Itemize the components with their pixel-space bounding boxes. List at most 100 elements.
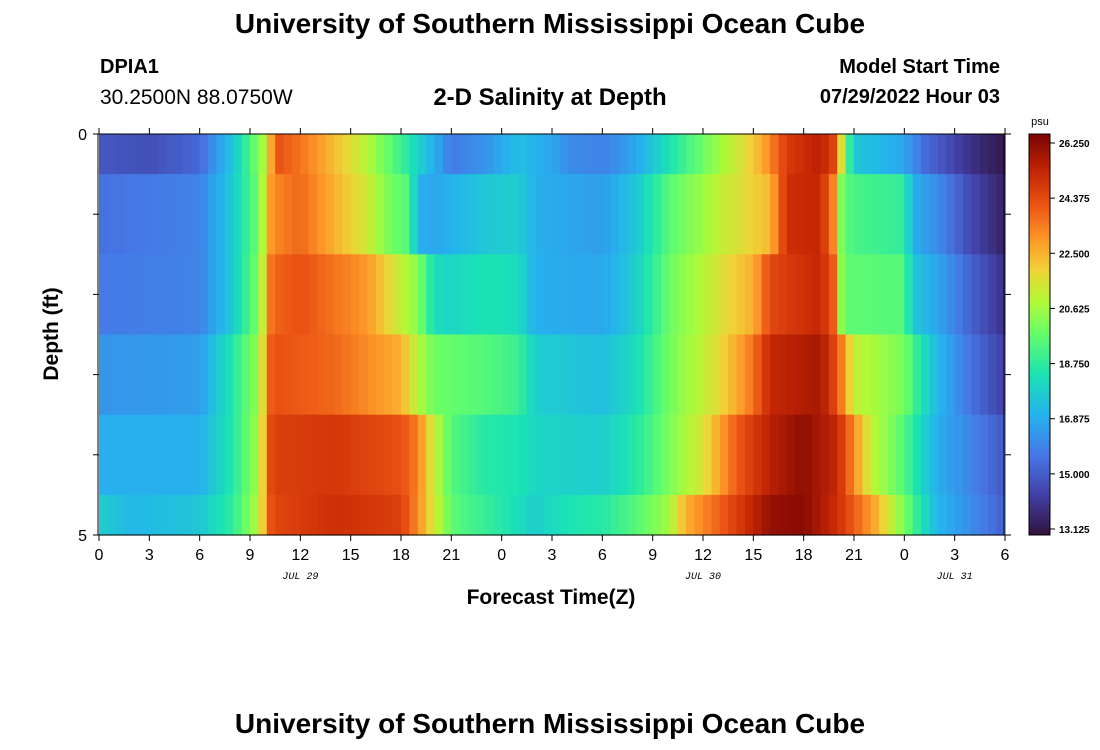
- heatmap-cell: [635, 134, 645, 175]
- heatmap-cell: [812, 174, 822, 255]
- heatmap-cell: [367, 254, 377, 336]
- heatmap-cell: [619, 414, 629, 496]
- heatmap-cell: [988, 414, 998, 496]
- heatmap-cell: [812, 134, 822, 175]
- heatmap-cell: [661, 494, 671, 536]
- heatmap-cell: [560, 134, 570, 175]
- heatmap-cell: [208, 494, 218, 536]
- heatmap-cell: [560, 494, 570, 536]
- heatmap-cell: [434, 414, 444, 496]
- heatmap-cell: [770, 174, 780, 255]
- heatmap-cell: [954, 254, 964, 336]
- heatmap-cell: [199, 494, 209, 536]
- heatmap-cell: [795, 174, 805, 255]
- heatmap-cell: [946, 334, 956, 416]
- heatmap-cell: [191, 174, 201, 255]
- colorbar-tick-label: 15.000: [1059, 470, 1090, 481]
- heatmap-cell: [803, 134, 813, 175]
- heatmap-cell: [879, 134, 889, 175]
- heatmap-cell: [677, 414, 687, 496]
- heatmap-cell: [308, 174, 318, 255]
- heatmap-cell: [971, 334, 981, 416]
- heatmap-cell: [753, 134, 763, 175]
- heatmap-cell: [149, 134, 159, 175]
- heatmap-cell: [367, 134, 377, 175]
- heatmap-cell: [912, 494, 922, 536]
- heatmap-cell: [350, 254, 360, 336]
- heatmap-cell: [862, 134, 872, 175]
- heatmap-cell: [182, 254, 192, 336]
- heatmap-cell: [560, 254, 570, 336]
- heatmap-cell: [744, 134, 754, 175]
- heatmap-cell: [476, 334, 486, 416]
- heatmap-cell: [518, 254, 528, 336]
- heatmap-cell: [669, 334, 679, 416]
- heatmap-cell: [837, 254, 847, 336]
- heatmap-cell: [761, 414, 771, 496]
- heatmap-cell: [325, 134, 335, 175]
- heatmap-cell: [837, 494, 847, 536]
- heatmap-cell: [812, 334, 822, 416]
- heatmap-cell: [409, 254, 419, 336]
- heatmap-cell: [610, 414, 620, 496]
- heatmap-cell: [510, 334, 520, 416]
- heatmap-cell: [182, 414, 192, 496]
- heatmap-cell: [828, 494, 838, 536]
- heatmap-cell: [132, 174, 142, 255]
- heatmap-cell: [484, 494, 494, 536]
- heatmap-cell: [879, 334, 889, 416]
- heatmap-cell: [979, 174, 989, 255]
- heatmap-cell: [786, 254, 796, 336]
- heatmap-cell: [778, 134, 788, 175]
- heatmap-cell: [250, 334, 259, 416]
- heatmap-cell: [904, 134, 914, 175]
- heatmap-cell: [468, 254, 478, 336]
- heatmap-cell: [895, 174, 905, 255]
- heatmap-cell: [644, 334, 654, 416]
- heatmap-cell: [124, 334, 134, 416]
- heatmap-cell: [275, 254, 285, 336]
- heatmap-cell: [744, 174, 754, 255]
- heatmap-cell: [635, 174, 645, 255]
- heatmap-cell: [342, 334, 352, 416]
- heatmap-cell: [778, 334, 788, 416]
- heatmap-cell: [375, 134, 385, 175]
- heatmap-cell: [736, 254, 746, 336]
- x-tick-label: 18: [795, 547, 813, 564]
- heatmap-cell: [703, 414, 712, 496]
- heatmap-cell: [652, 334, 662, 416]
- heatmap-cell: [350, 334, 360, 416]
- heatmap-cell: [828, 334, 838, 416]
- heatmap-cell: [132, 414, 142, 496]
- heatmap-cell: [266, 134, 276, 175]
- heatmap-cell: [568, 494, 578, 536]
- heatmap-cell: [325, 494, 335, 536]
- heatmap-cell: [325, 174, 335, 255]
- heatmap-cell: [770, 254, 780, 336]
- heatmap-cell: [963, 494, 973, 536]
- x-tick-label: 0: [95, 547, 104, 564]
- heatmap-cell: [241, 414, 251, 496]
- heatmap-cell: [350, 494, 360, 536]
- heatmap-cell: [459, 254, 469, 336]
- heatmap-cell: [627, 414, 637, 496]
- heatmap-cell: [426, 254, 436, 336]
- heatmap-cell: [870, 414, 880, 496]
- heatmap-cell: [887, 174, 897, 255]
- heatmap-cell: [392, 254, 402, 336]
- heatmap-cell: [828, 254, 838, 336]
- heatmap-cell: [803, 414, 813, 496]
- heatmap-cell: [375, 334, 385, 416]
- heatmap-cell: [786, 134, 796, 175]
- x-tick-label: 21: [845, 547, 863, 564]
- heatmap-cell: [182, 134, 192, 175]
- heatmap-cell: [627, 334, 637, 416]
- heatmap-cell: [99, 494, 108, 536]
- heatmap-cell: [166, 494, 176, 536]
- heatmap-cell: [342, 254, 352, 336]
- heatmap-cell: [518, 494, 528, 536]
- heatmap-cell: [543, 174, 553, 255]
- heatmap-cell: [124, 174, 134, 255]
- heatmap-cell: [417, 254, 427, 336]
- heatmap-cell: [266, 494, 276, 536]
